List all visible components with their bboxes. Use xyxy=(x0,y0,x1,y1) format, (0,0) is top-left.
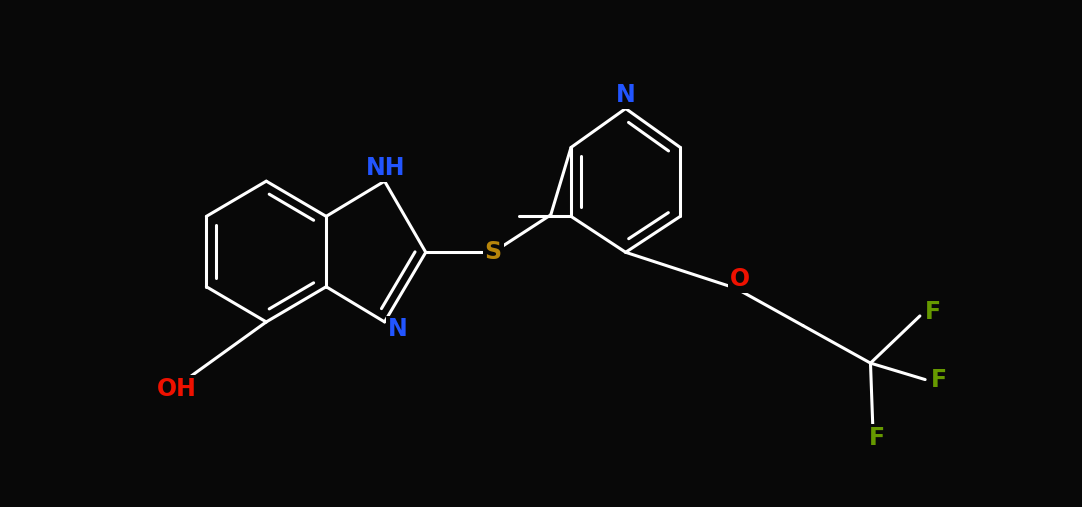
Text: S: S xyxy=(485,240,502,264)
Text: F: F xyxy=(869,426,884,450)
Text: N: N xyxy=(616,83,635,107)
Text: O: O xyxy=(729,267,750,291)
Text: OH: OH xyxy=(157,377,196,402)
Text: F: F xyxy=(931,368,947,391)
Text: F: F xyxy=(925,300,941,324)
Text: N: N xyxy=(388,317,408,341)
Text: NH: NH xyxy=(367,156,406,179)
